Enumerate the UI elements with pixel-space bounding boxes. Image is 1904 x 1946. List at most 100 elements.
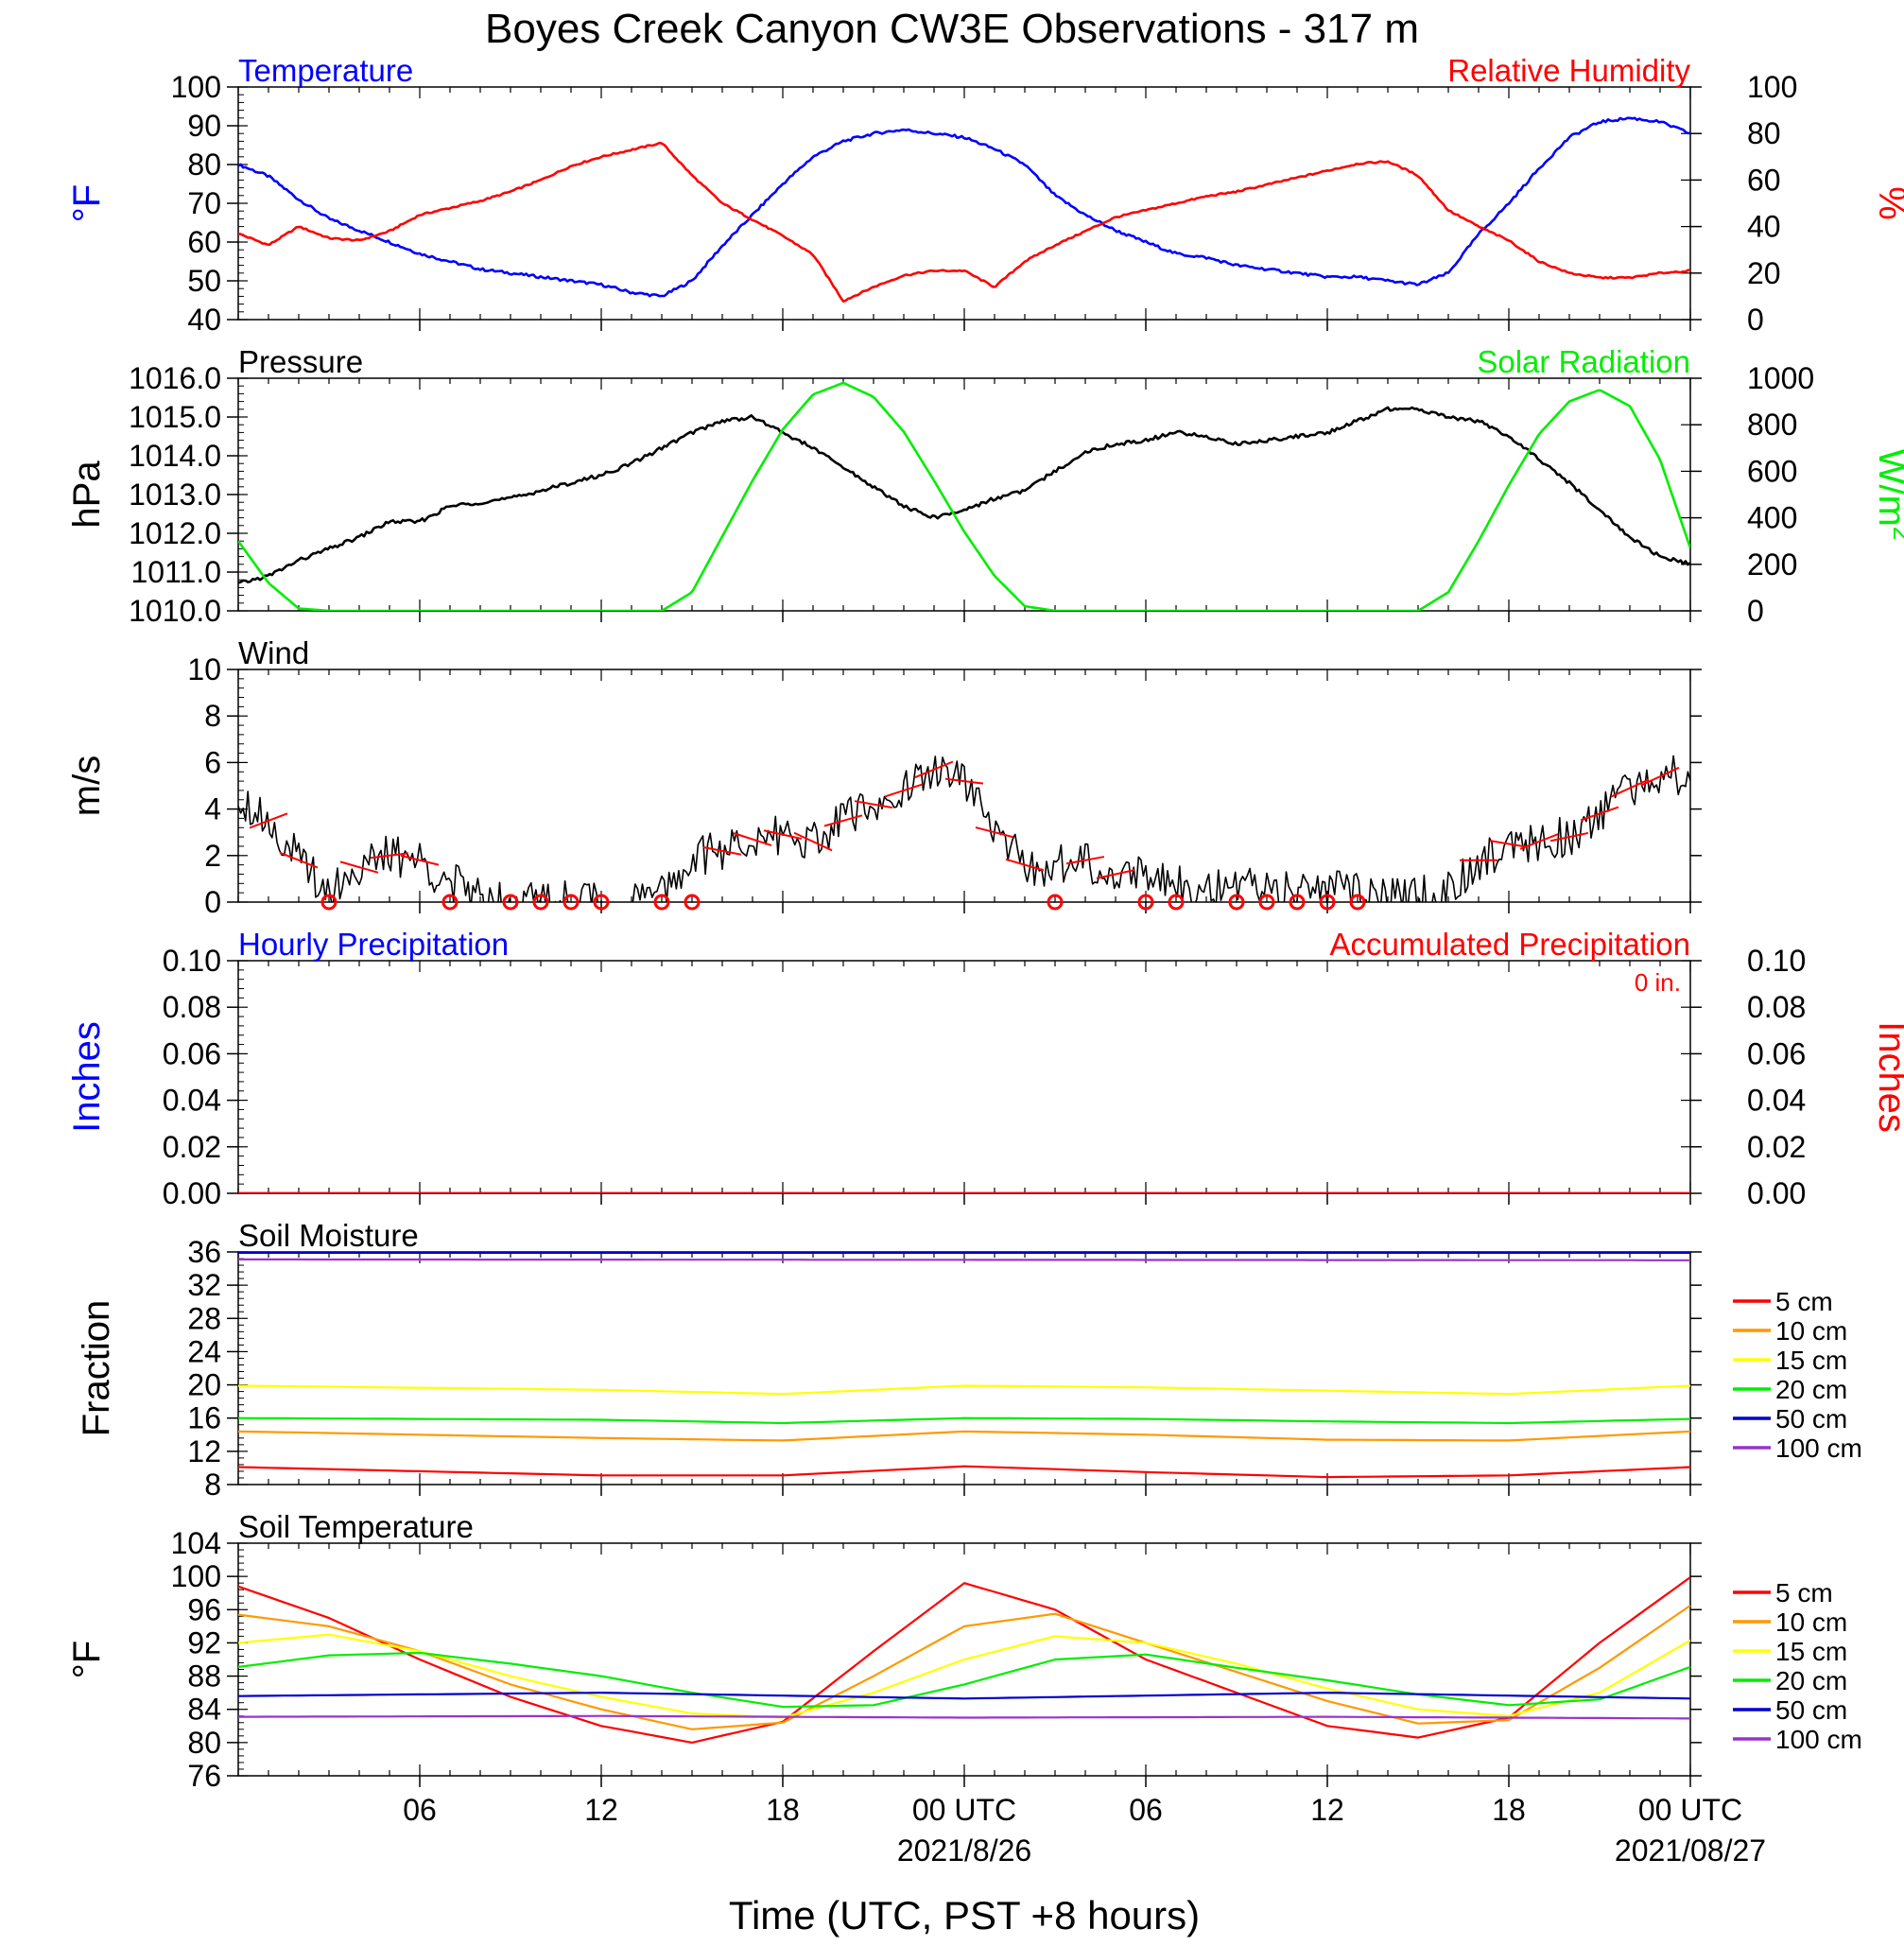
x-tick-label: 18 (1492, 1793, 1526, 1827)
calm-marker (1168, 894, 1185, 911)
panel-1: 1016.0 1015.0 1014.0 1013.0 1012.0 1011.0 1010… (66, 344, 1904, 628)
panel-0: 100 90 80 70 60 50 40 100 80 60 40 20 0 Temperature Re… (66, 53, 1904, 337)
x-date-label: 2021/8/26 (897, 1833, 1031, 1868)
y-tick-label-left: 0 (204, 885, 221, 919)
series-line (238, 1430, 1690, 1442)
calm-marker (1349, 894, 1366, 911)
y-tick-label-right: 1000 (1747, 361, 1814, 395)
panel-right-title: Accumulated Precipitation (1329, 927, 1690, 962)
y-tick-label-right: 0.06 (1747, 1036, 1806, 1070)
wind-barb (944, 777, 984, 785)
y-tick-label-right: 800 (1747, 408, 1797, 442)
y-tick-label-left: 96 (187, 1592, 221, 1626)
y-tick-label-left: 4 (204, 792, 221, 826)
y-tick-label-left: 10 (187, 652, 221, 686)
calm-marker (1319, 894, 1336, 911)
plot-frame (237, 960, 1691, 1194)
panel-3: 0.10 0.08 0.06 0.04 0.02 0.00 0.10 0.08 0.06 0.04… (66, 927, 1904, 1210)
legend-label: 100 cm (1775, 1433, 1862, 1463)
wind-barb (400, 854, 440, 866)
series-line (238, 1714, 1690, 1720)
series-line (238, 1465, 1690, 1479)
calm-marker (684, 894, 701, 911)
y-axis-label-right: % (1871, 186, 1904, 220)
calm-marker (593, 894, 610, 911)
legend-label: 5 cm (1775, 1578, 1833, 1607)
series-line (238, 1633, 1690, 1719)
wind-barb (763, 829, 803, 841)
y-axis-label-left: hPa (66, 460, 108, 529)
calm-marker (563, 894, 580, 911)
y-tick-label-left: 0.06 (163, 1036, 221, 1070)
y-tick-label-left: 32 (187, 1268, 221, 1302)
y-tick-label-left: 24 (187, 1334, 221, 1368)
y-tick-label-left: 6 (204, 745, 221, 779)
legend-label: 15 cm (1775, 1637, 1847, 1666)
y-tick-label-left: 0.08 (163, 990, 221, 1024)
wind-barb (914, 760, 954, 778)
y-tick-label-right: 0.08 (1747, 990, 1806, 1024)
y-tick-label-left: 100 (171, 1559, 221, 1593)
y-tick-label-right: 600 (1747, 454, 1797, 488)
y-tick-label-right: 0.04 (1747, 1084, 1806, 1118)
accumulated-total-label: 0 in. (1635, 968, 1681, 997)
y-tick-label-left: 8 (204, 699, 221, 733)
y-tick-label-left: 1014.0 (129, 439, 221, 473)
y-axis-label-left: Fraction (76, 1300, 117, 1437)
wind-barb (1519, 833, 1559, 850)
y-tick-label-left: 60 (187, 225, 221, 259)
series-group (238, 381, 1690, 611)
series-group (238, 1252, 1690, 1479)
panel-left-title: Temperature (238, 53, 413, 88)
panel-left-title: Soil Moisture (238, 1218, 419, 1253)
panel-right-title: Solar Radiation (1477, 344, 1690, 379)
wind-barb (1065, 856, 1105, 865)
series-line (238, 1576, 1690, 1744)
wind-barb (854, 800, 893, 809)
y-tick-label-left: 12 (187, 1434, 221, 1468)
wind-barb (884, 783, 924, 798)
legend-label: 50 cm (1775, 1695, 1847, 1725)
calm-marker (1228, 894, 1245, 911)
y-tick-label-left: 2 (204, 839, 221, 873)
series-line (238, 755, 1690, 902)
wind-barb (370, 852, 409, 860)
plot-frame (237, 1251, 1691, 1486)
y-tick-label-left: 0.02 (163, 1130, 221, 1164)
wind-barb (793, 831, 833, 852)
wind-barb (1580, 806, 1619, 822)
y-axis-label-right: Inches (1871, 1021, 1904, 1133)
panel-2: 10 8 6 4 2 0 Wind m/s (66, 635, 1702, 919)
y-axis-label-right: W/m2 (1871, 449, 1904, 541)
calm-marker (1137, 894, 1154, 911)
y-tick-label-right: 100 (1747, 70, 1797, 104)
wind-barb (339, 860, 379, 874)
y-tick-label-left: 76 (187, 1759, 221, 1793)
x-tick-label: 06 (403, 1793, 437, 1827)
y-tick-label-right: 0.10 (1747, 944, 1806, 978)
x-tick-label: 18 (766, 1793, 800, 1827)
series-line (238, 1416, 1690, 1425)
legend-label: 100 cm (1775, 1725, 1862, 1754)
wind-barb (279, 851, 319, 869)
y-tick-label-left: 0.04 (163, 1084, 221, 1118)
x-tick-label: 12 (584, 1793, 618, 1827)
calm-marker (320, 894, 338, 911)
y-tick-label-left: 40 (187, 303, 221, 337)
panel-left-title: Soil Temperature (238, 1509, 474, 1544)
series-line (238, 1604, 1690, 1730)
calm-marker (653, 894, 670, 911)
y-axis-label-right-sup: 2 (1888, 527, 1904, 540)
wind-barb (823, 814, 863, 827)
y-tick-label-left: 0.00 (163, 1176, 221, 1210)
y-tick-label-left: 1013.0 (129, 478, 221, 512)
time-axis: 06 12 18 00 UTC 06 12 18 00 UTC 2021/8/26 2021/08… (403, 1793, 1766, 1868)
series-group (238, 755, 1690, 902)
wind-barb (733, 832, 772, 846)
y-tick-label-right: 40 (1747, 210, 1781, 244)
calm-marker (1258, 894, 1275, 911)
series-line (238, 406, 1690, 584)
